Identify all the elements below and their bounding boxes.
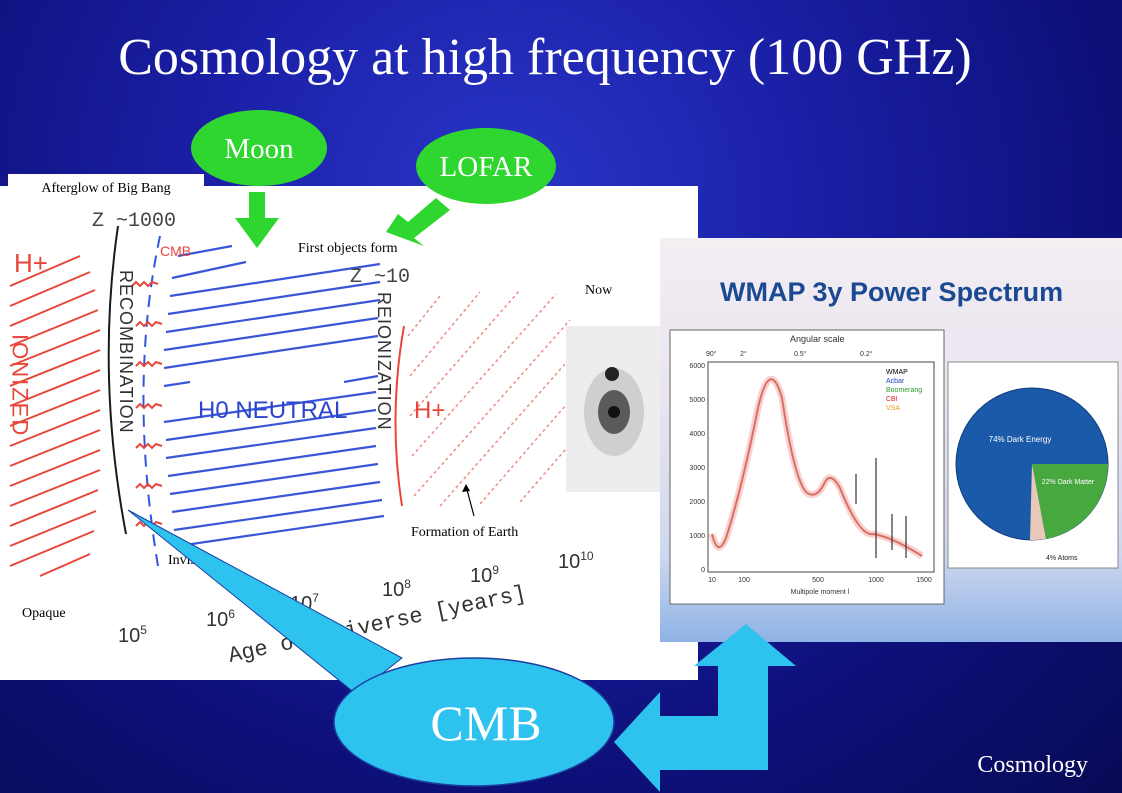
- reionization-label: REIONIZATION: [374, 292, 394, 431]
- x-tick-100: 100: [738, 577, 750, 584]
- tick-1e5: 105: [118, 623, 147, 647]
- footer-label: Cosmology: [977, 752, 1088, 778]
- formation-earth-label: Formation of Earth: [411, 525, 519, 540]
- angle-2: 2°: [740, 350, 747, 358]
- ionized-label: IONIZED: [8, 334, 33, 437]
- x-tick-1000: 1000: [868, 577, 884, 584]
- y-tick-5000: 5000: [689, 397, 705, 404]
- cmb-callout: [333, 657, 615, 787]
- neutral-label: H0 NEUTRAL: [198, 397, 347, 424]
- cmb-small-label: CMB: [160, 243, 191, 259]
- first-objects-label: First objects form: [298, 241, 398, 256]
- moon-callout: [191, 110, 327, 186]
- cmb-callout-text: CMB: [430, 695, 541, 751]
- neutral-hatching: [163, 244, 385, 548]
- cmb-wmap-link-arrow: [614, 624, 796, 792]
- atoms-label: 4% Atoms: [1046, 555, 1078, 562]
- y-tick-3000: 3000: [689, 465, 705, 472]
- dark-matter-label: 22% Dark Matter: [1042, 479, 1095, 486]
- wmap-xlabel: Multipole moment l: [791, 589, 850, 596]
- legend-acbar: Acbar: [886, 378, 905, 385]
- y-tick-1000: 1000: [689, 533, 705, 540]
- legend-vsa: VSA: [886, 405, 900, 412]
- z-1000-label: Z ~1000: [92, 210, 176, 233]
- dark-matter-slice: [1032, 464, 1109, 539]
- legend-boomerang: Boomerang: [886, 387, 922, 394]
- universe-timeline-panel: H+ H0 NEUTRAL H+ CMB Z ~1000 Z ~10 IONIZ…: [0, 186, 698, 680]
- legend-wmap: WMAP: [886, 369, 908, 376]
- afterglow-label: Afterglow of Big Bang: [8, 174, 204, 204]
- angle-05: 0.5°: [794, 350, 807, 358]
- y-tick-0: 0: [701, 567, 705, 574]
- recombination-label: RECOMBINATION: [116, 270, 136, 434]
- x-tick-500: 500: [812, 577, 824, 584]
- wmap-title: WMAP 3y Power Spectrum: [720, 277, 1064, 307]
- h-plus-left-label: H+: [14, 248, 48, 278]
- moon-arrow: [235, 192, 279, 248]
- slide-title: Cosmology at high frequency (100 GHz): [118, 29, 972, 86]
- wmap-panel: Angular scale 90° 2° 0.5° 0.2° 6000 5000…: [660, 238, 1122, 642]
- h-plus-right-label: H+: [414, 397, 445, 424]
- opaque-label: Opaque: [22, 606, 66, 621]
- legend-cbi: CBI: [886, 396, 898, 403]
- x-tick-10: 10: [708, 577, 716, 584]
- y-tick-2000: 2000: [689, 499, 705, 506]
- cmb-pointer: [127, 509, 403, 695]
- x-tick-1500: 1500: [916, 577, 932, 584]
- z-10-label: Z ~10: [350, 266, 410, 289]
- moon-callout-text: Moon: [224, 133, 294, 165]
- ionized-hatching: [9, 255, 101, 577]
- lofar-arrow: [386, 198, 450, 246]
- y-tick-4000: 4000: [689, 431, 705, 438]
- wmap-figure: Angular scale 90° 2° 0.5° 0.2° 6000 5000…: [669, 329, 1119, 605]
- now-label: Now: [585, 283, 613, 298]
- cmb-surface-curve: [142, 235, 161, 567]
- lofar-callout-text: LOFAR: [440, 151, 534, 183]
- dark-energy-label: 74% Dark Energy: [989, 435, 1052, 444]
- y-tick-6000: 6000: [689, 363, 705, 370]
- angle-02: 0.2°: [860, 350, 873, 358]
- atoms-slice: [1030, 464, 1046, 541]
- reionized-hatching: [407, 289, 573, 507]
- lofar-callout: [416, 128, 556, 204]
- angular-scale-label: Angular scale: [790, 334, 845, 344]
- angle-90: 90°: [706, 350, 717, 358]
